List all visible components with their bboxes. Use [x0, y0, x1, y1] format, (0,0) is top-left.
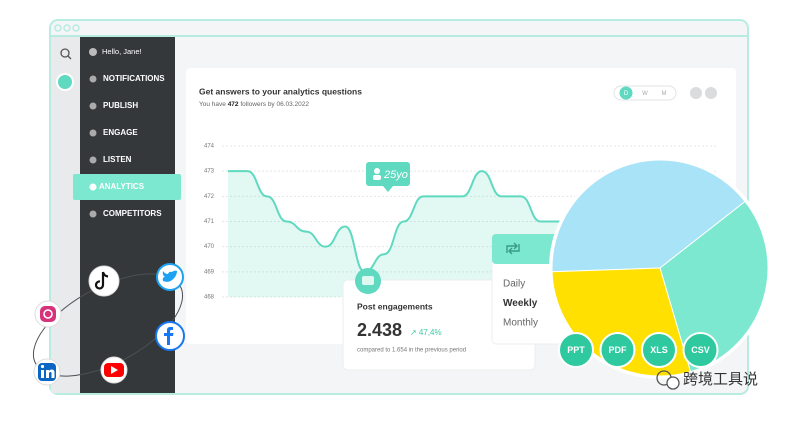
export-button[interactable] [558, 332, 594, 368]
period-option[interactable]: W [642, 91, 648, 97]
social-icons [33, 263, 185, 386]
logo [56, 73, 74, 91]
youtube-glyph [111, 366, 118, 374]
export-button[interactable] [682, 332, 719, 368]
watermark: 跨境工具说 [656, 370, 758, 390]
followers-suffix: followers by 06.03.2022 [240, 101, 309, 108]
menu-item[interactable]: LISTEN [103, 155, 132, 164]
y-tick-label: 473 [204, 169, 215, 175]
age-tag-pointer [383, 186, 393, 192]
line-area [228, 171, 560, 297]
watermark-text: 跨境工具说 [683, 370, 758, 388]
menu-icon [89, 75, 97, 83]
menu-icon [89, 183, 97, 191]
followers-prefix: You have [199, 101, 226, 108]
menu-icon [89, 156, 97, 164]
tiktok-glyph [94, 271, 109, 290]
menu-item[interactable]: PUBLISH [103, 101, 138, 110]
window-dot [72, 24, 80, 32]
y-tick-label: 470 [204, 244, 215, 250]
age-tag-text: 25yo [383, 169, 408, 181]
menu-item[interactable]: COMPETITORS [103, 209, 162, 218]
menu-item[interactable]: ANALYTICS [99, 182, 145, 191]
help-button[interactable] [705, 87, 717, 99]
y-tick-label: 468 [204, 295, 215, 301]
dropdown-option[interactable]: Weekly [503, 298, 538, 309]
card-title: Get answers to your analytics questions [199, 86, 362, 96]
export-button[interactable] [599, 332, 636, 368]
line [228, 170, 560, 273]
engagements-note: compared to 1.654 in the previous period [357, 348, 466, 354]
linkedin-glyph [46, 369, 55, 378]
search-icon [67, 55, 72, 60]
linkedin-glyph [41, 370, 44, 378]
window-dot [63, 24, 71, 32]
engagements-change: ↗ 47,4% [410, 328, 442, 337]
linkedin-glyph [40, 364, 45, 369]
period-toggle [613, 85, 677, 101]
y-tick-label: 471 [204, 219, 215, 225]
followers-count: 472 [228, 101, 239, 108]
window-dot [54, 24, 62, 32]
social-orbit [32, 273, 184, 377]
engagement-icon [362, 276, 374, 285]
instagram-glyph [43, 309, 53, 319]
menu-item[interactable]: NOTIFICATIONS [103, 74, 165, 83]
dropdown-option[interactable]: Daily [503, 279, 525, 290]
person-icon [374, 168, 380, 174]
search-icon[interactable] [60, 48, 70, 58]
period-active [619, 86, 633, 100]
greeting: Hello, Jane! [102, 47, 142, 56]
engagements-value: 2.438 [357, 320, 402, 340]
dropdown-option[interactable]: Monthly [503, 318, 538, 329]
info-button[interactable] [690, 87, 702, 99]
y-tick-label: 469 [204, 269, 215, 275]
facebook-glyph [164, 327, 174, 345]
wechat-icon [666, 376, 680, 390]
y-tick-label: 472 [204, 194, 215, 200]
pie-slice [551, 159, 746, 273]
period-option[interactable]: D [624, 91, 629, 97]
active-item [73, 174, 181, 200]
avatar [89, 48, 97, 56]
twitter-glyph [162, 270, 177, 282]
engagements-title: Post engagements [357, 301, 433, 311]
menu-icon [89, 129, 97, 137]
person-icon [373, 175, 381, 180]
menu-icon [89, 210, 97, 218]
export-button[interactable] [641, 332, 677, 368]
instagram-glyph [40, 306, 56, 322]
menu-icon [89, 102, 97, 110]
repeat-icon [506, 242, 520, 255]
export-label: PPT [567, 345, 585, 355]
icon-rail [51, 37, 80, 393]
export-label: CSV [691, 345, 710, 355]
followers-text: You have 472 followers by 06.03.2022 [199, 101, 309, 108]
export-label: XLS [650, 345, 668, 355]
menu-item[interactable]: ENGAGE [103, 128, 138, 137]
period-option[interactable]: M [662, 91, 667, 97]
export-label: PDF [609, 345, 628, 355]
y-tick-label: 474 [204, 144, 215, 150]
